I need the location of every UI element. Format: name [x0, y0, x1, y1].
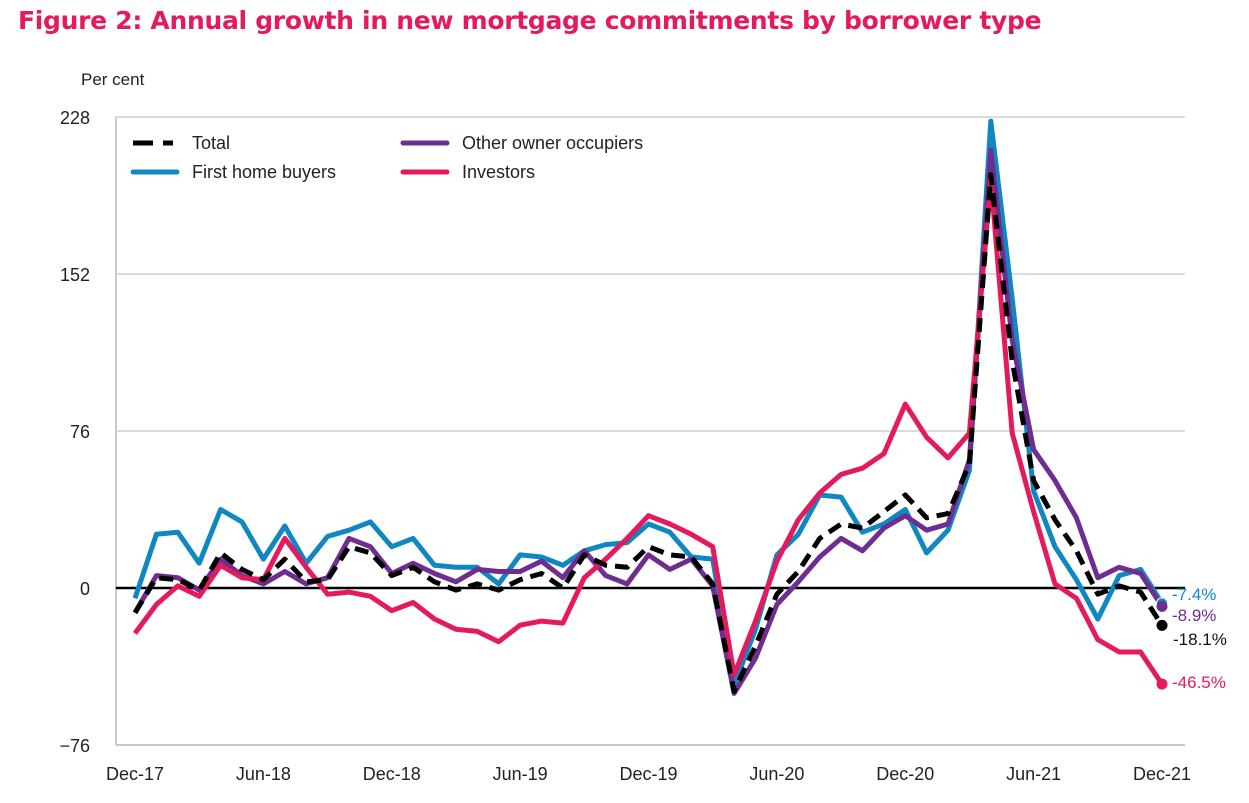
end-label-total: -18.1% [1173, 630, 1227, 649]
x-tick-labels: Dec-17 Jun-18 Dec-18 Jun-19 Dec-19 Jun-20 Dec-… [106, 764, 1191, 784]
x-tick-label: Dec-19 [619, 764, 677, 784]
end-marker-other-owner-occupiers [1156, 600, 1168, 612]
legend-label-other-owner-occupiers: Other owner occupiers [462, 133, 643, 153]
legend-label-total: Total [192, 133, 230, 153]
grid-lines [115, 116, 1185, 746]
end-marker-total [1156, 619, 1168, 631]
legend-label-first-home-buyers: First home buyers [192, 162, 336, 182]
y-axis-label: Per cent [81, 70, 145, 89]
end-marker-investors [1156, 678, 1168, 690]
legend-label-investors: Investors [462, 162, 535, 182]
end-label-investors: -46.5% [1172, 673, 1226, 692]
end-label-first-home-buyers: -7.4% [1172, 585, 1216, 604]
chart-title: Figure 2: Annual growth in new mortgage … [18, 6, 1042, 35]
y-tick-label: 152 [60, 265, 90, 285]
end-label-other-owner-occupiers: -8.9% [1172, 606, 1216, 625]
series-lines [132, 118, 1165, 696]
y-tick-label: 0 [80, 579, 90, 599]
end-markers: -7.4% -8.9% -18.1% -46.5% [1156, 585, 1227, 692]
x-tick-label: Dec-18 [363, 764, 421, 784]
x-tick-label: Jun-18 [236, 764, 291, 784]
y-tick-label: 228 [60, 108, 90, 128]
y-tick-label: −76 [59, 736, 90, 756]
series-line-other-owner-occupiers [132, 147, 1165, 696]
x-tick-label: Dec-20 [876, 764, 934, 784]
y-tick-label: 76 [70, 422, 90, 442]
x-tick-label: Jun-20 [749, 764, 804, 784]
x-tick-label: Jun-21 [1006, 764, 1061, 784]
x-tick-label: Dec-21 [1133, 764, 1191, 784]
y-tick-labels: −76 0 76 152 228 [59, 108, 90, 756]
legend: Total First home buyers Other owner occupi… [130, 133, 643, 182]
x-tick-label: Dec-17 [106, 764, 164, 784]
series-line-total [132, 172, 1165, 694]
x-tick-label: Jun-19 [493, 764, 548, 784]
